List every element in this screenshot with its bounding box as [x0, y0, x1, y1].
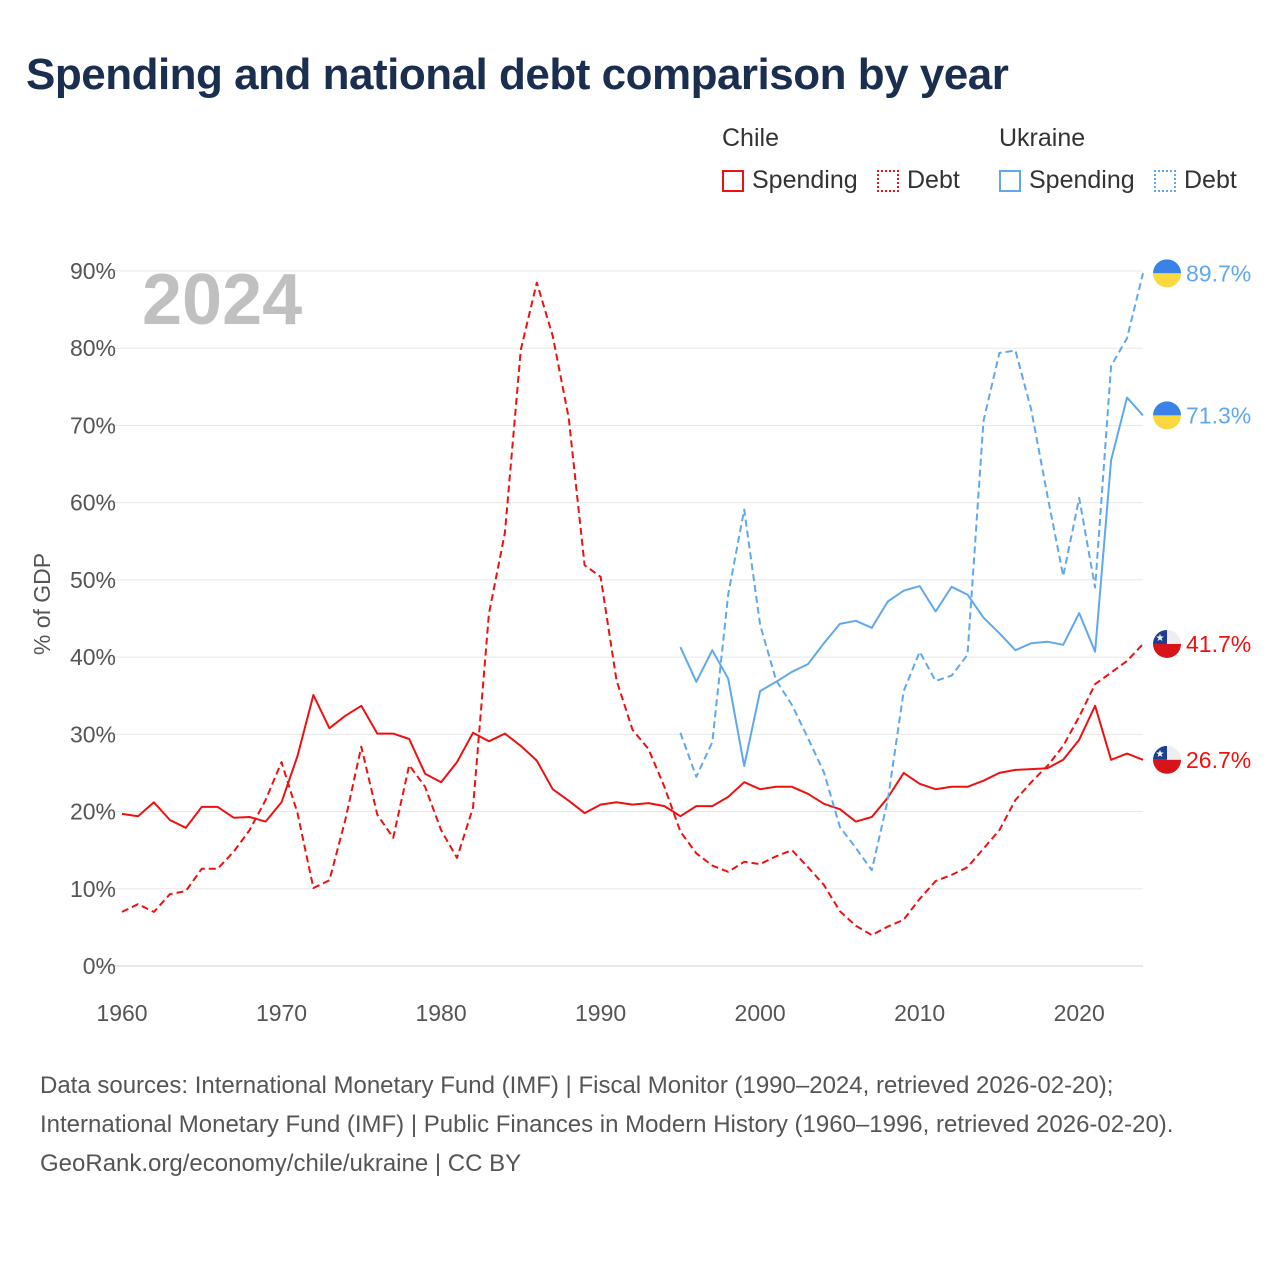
svg-text:★: ★	[1156, 749, 1165, 760]
legend-label: Spending	[752, 166, 858, 194]
dotted-swatch-icon	[1154, 169, 1176, 192]
series-line-ukraine-debt	[679, 273, 1144, 872]
chile-flag-icon: ★	[1153, 629, 1181, 658]
legend-chile-spending[interactable]: Spending	[722, 166, 858, 195]
end-value-label: 41.7%	[1186, 631, 1251, 657]
series-line-ukraine-spending	[679, 396, 1144, 767]
legend-ukraine-heading: Ukraine	[999, 124, 1086, 152]
y-tick-label: 30%	[70, 721, 116, 747]
chile-flag-icon: ★	[1153, 745, 1181, 774]
x-tick-label: 2010	[894, 1000, 945, 1026]
y-tick-label: 90%	[70, 258, 116, 284]
y-tick-label: 10%	[70, 876, 116, 902]
solid-swatch-icon	[722, 169, 744, 192]
y-tick-label: 70%	[70, 412, 116, 438]
ukraine-flag-icon	[1153, 259, 1181, 288]
year-label: 2024	[142, 260, 302, 340]
legend-ukraine-spending[interactable]: Spending	[999, 166, 1135, 195]
dotted-swatch-icon	[877, 169, 899, 192]
legend-chile-debt[interactable]: Debt	[877, 166, 960, 195]
series-line-chile-spending	[121, 694, 1144, 829]
end-value-label: 26.7%	[1186, 747, 1251, 773]
x-tick-label: 2000	[735, 1000, 786, 1026]
line-chart: 2024 0% 10% 20% 30% 40% 50% 60% 70% 80% 90% 1960 197…	[29, 258, 1251, 1026]
solid-swatch-icon	[999, 169, 1021, 192]
credit-link[interactable]: GeoRank.org/economy/chile/ukraine | CC B…	[40, 1150, 522, 1177]
y-tick-label: 0%	[83, 953, 116, 979]
footer: Data sources: International Monetary Fun…	[40, 1066, 1240, 1183]
y-axis-label: % of GDP	[29, 553, 55, 655]
legend-chile-heading: Chile	[722, 124, 779, 152]
legend-label: Debt	[1184, 166, 1237, 194]
end-value-label: 89.7%	[1186, 260, 1251, 286]
y-tick-label: 80%	[70, 335, 116, 361]
legend-label: Spending	[1029, 166, 1135, 194]
end-value-label: 71.3%	[1186, 402, 1251, 428]
x-tick-label: 1960	[96, 1000, 147, 1026]
x-tick-label: 1990	[575, 1000, 626, 1026]
legend-label: Debt	[907, 166, 960, 194]
y-tick-label: 60%	[70, 490, 116, 516]
svg-text:★: ★	[1156, 633, 1165, 644]
x-tick-label: 1980	[415, 1000, 466, 1026]
y-tick-label: 20%	[70, 799, 116, 825]
legend-ukraine-debt[interactable]: Debt	[1154, 166, 1237, 195]
x-tick-label: 2020	[1054, 1000, 1105, 1026]
series-line-chile-debt	[121, 281, 1144, 937]
data-sources: Data sources: International Monetary Fun…	[40, 1072, 1174, 1138]
y-tick-label: 40%	[70, 644, 116, 670]
x-tick-label: 1970	[256, 1000, 307, 1026]
page-title: Spending and national debt comparison by…	[26, 50, 1009, 99]
y-tick-label: 50%	[70, 567, 116, 593]
ukraine-flag-icon	[1153, 401, 1181, 430]
